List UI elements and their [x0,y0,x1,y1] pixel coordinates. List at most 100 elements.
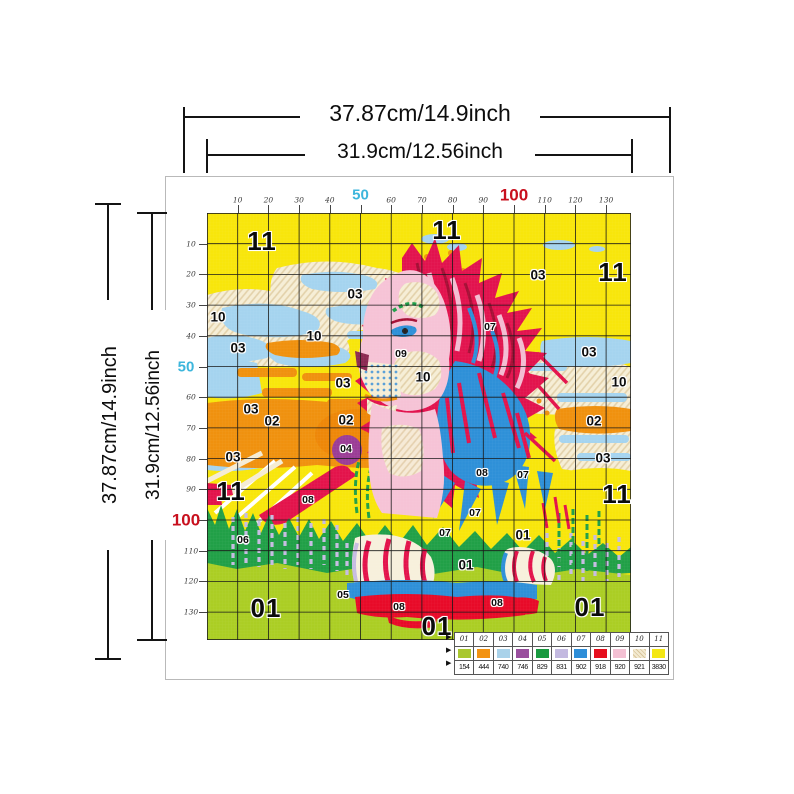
cell-code-label: 01 [250,593,282,623]
ruler-label-left: 60 [186,392,196,402]
legend-swatch [609,647,629,660]
cell-code-label: 10 [210,309,226,325]
legend-code: 07 [570,633,590,646]
ruler-tick-left [199,581,207,583]
ruler-label-left: 120 [183,576,199,586]
dim-left-outer-endbar-top [95,203,121,205]
cell-code-label: 11 [432,215,462,245]
legend-code-row: 01 02 03 04 05 06 07 08 09 10 11 [455,633,668,646]
cell-code-label: 01 [421,611,453,641]
legend-floss: 921 [629,661,648,674]
cell-code-label: 10 [306,328,322,344]
ruler-label-left: 40 [186,331,196,341]
legend-floss: 918 [590,661,609,674]
cell-code-label: 08 [491,596,503,609]
cell-code-label: 03 [530,267,546,283]
ruler-label-left: 30 [186,300,196,310]
cell-code-label: 10 [611,374,627,390]
ruler-label-left: 110 [183,545,199,555]
cell-code-label: 03 [225,449,241,465]
cell-code-label: 07 [517,468,529,481]
ruler-label-top: 40 [325,195,335,205]
cell-code-label: 11 [598,257,628,287]
dim-top-outer-endbar-left [183,107,185,173]
ruler-label-left: 10 [186,238,196,248]
cell-code-label: 03 [335,375,351,391]
cell-code-label: 03 [595,450,611,466]
ruler-label-top: 20 [263,195,274,205]
legend-swatch [512,647,531,660]
cell-code-label: 01 [574,592,606,622]
legend-swatch [531,647,551,660]
cell-code-label: 03 [243,401,259,417]
ruler-tick-top [237,205,239,213]
cell-code-label: 07 [484,320,496,333]
dim-label-width-design: 31.9cm/12.56inch [305,140,535,164]
cell-code-label: 03 [347,286,363,302]
legend-arrow-icon: ▶ [446,660,452,667]
ruler-tick-left [199,520,207,521]
dim-left-inner-endbar-top [137,212,167,214]
dim-label-height-total: 37.87cm/14.9inch [99,300,125,550]
ruler-label-left: 130 [183,607,199,617]
legend-color-chip [593,649,607,658]
legend-arrow-icon: ▶ [446,634,452,641]
cell-code-label: 09 [395,347,407,360]
ruler-tick-left [199,612,207,614]
legend-color-chip [496,649,510,658]
ruler-label-top: 60 [386,195,396,205]
legend-color-chip [652,649,666,658]
legend-arrow-icon: ▶ [446,647,452,654]
ruler-tick-left [199,274,207,276]
ruler-label-top: 70 [417,195,427,205]
legend-color-chip [457,649,471,658]
ruler-label-left: 80 [186,453,196,463]
lion-cross-stitch-art [207,213,631,640]
cell-code-label: 02 [264,413,280,429]
cell-code-label: 02 [586,413,602,429]
legend-color-chip [477,649,491,658]
ruler-label-top: 50 [352,186,369,204]
ruler-label-top: 100 [499,185,529,205]
cell-code-label: 01 [515,527,531,543]
legend-floss: 3830 [648,661,668,674]
floss-color-legend: 01 02 03 04 05 06 07 08 09 10 11 154 444 740 746 829 831… [454,632,669,675]
ruler-label-left: 50 [177,358,195,375]
cell-code-label: 08 [302,493,314,506]
legend-code: 09 [609,633,629,646]
ruler-label-top: 80 [447,195,458,205]
cell-code-label: 07 [469,506,481,519]
ruler-label-top: 30 [294,195,304,205]
legend-floss: 831 [551,661,570,674]
legend-color-chip [516,649,530,658]
cell-code-label: 08 [393,600,405,613]
legend-swatch [455,647,473,660]
cell-code-label: 03 [581,344,597,360]
cell-code-label: 10 [415,369,431,385]
ruler-label-top: 110 [537,195,552,205]
dim-top-inner-endbar-right [631,139,633,173]
ruler-label-left: 20 [186,269,196,279]
legend-swatch [473,647,492,660]
cell-code-label: 05 [337,588,349,601]
ruler-tick-top [483,205,485,213]
legend-code: 03 [492,633,512,646]
ruler-tick-top [360,205,362,213]
legend-floss: 740 [492,661,512,674]
cell-code-label: 07 [439,526,451,539]
legend-color-chip [632,649,646,658]
legend-floss: 829 [531,661,551,674]
legend-swatch-row [455,646,668,660]
ruler-label-top: 120 [568,195,583,205]
legend-floss-row: 154 444 740 746 829 831 902 918 920 921 3830 [455,660,668,674]
legend-code: 08 [590,633,609,646]
legend-code: 01 [459,635,469,643]
cell-code-label: 01 [458,557,474,573]
dim-top-inner-endbar-left [206,139,208,173]
cell-code-label: 11 [216,476,246,506]
cell-code-label: 02 [338,412,354,428]
ruler-label-left: 100 [171,510,201,530]
ruler-tick-top [421,205,423,213]
ruler-tick-top [452,205,454,213]
